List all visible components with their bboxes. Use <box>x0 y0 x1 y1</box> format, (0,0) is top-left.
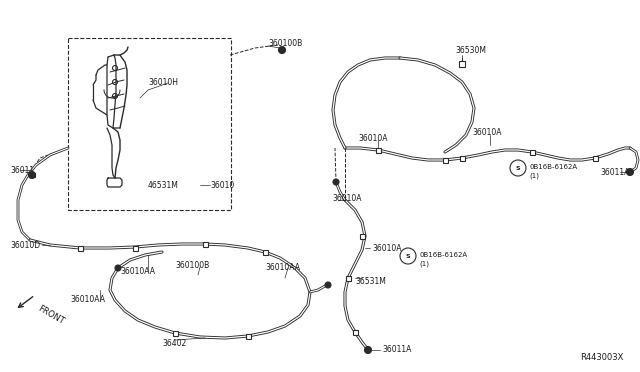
Bar <box>132 246 138 250</box>
Text: 36010A: 36010A <box>372 244 401 253</box>
Text: 46531M: 46531M <box>148 180 179 189</box>
Text: 36010A: 36010A <box>332 193 362 202</box>
Bar <box>77 246 83 250</box>
Text: S: S <box>406 253 410 259</box>
Bar <box>460 155 465 160</box>
Circle shape <box>365 346 371 353</box>
Text: 360100B: 360100B <box>268 38 302 48</box>
Text: 36010AA: 36010AA <box>265 263 300 273</box>
Text: 36010AA: 36010AA <box>70 295 105 305</box>
Text: 36011A: 36011A <box>600 167 629 176</box>
Text: 36531M: 36531M <box>355 278 386 286</box>
Circle shape <box>115 265 121 271</box>
Circle shape <box>29 171 35 179</box>
Bar <box>529 150 534 154</box>
Text: 36530M: 36530M <box>455 45 486 55</box>
Text: 36402: 36402 <box>163 339 187 347</box>
Circle shape <box>333 179 339 185</box>
Circle shape <box>627 169 634 176</box>
Bar <box>262 250 268 254</box>
Bar <box>442 157 447 163</box>
Text: (1): (1) <box>529 173 539 179</box>
Text: 360100B: 360100B <box>175 260 209 269</box>
Text: 0B16B-6162A: 0B16B-6162A <box>419 252 467 258</box>
Text: 36011A: 36011A <box>382 346 412 355</box>
Bar <box>29 173 35 177</box>
Text: 36010AA: 36010AA <box>120 267 155 276</box>
Bar <box>202 241 207 247</box>
Bar <box>353 330 358 334</box>
Bar <box>173 330 177 336</box>
Text: 36010H: 36010H <box>148 77 178 87</box>
Bar <box>346 276 351 280</box>
Text: 36010A: 36010A <box>472 128 502 137</box>
Bar <box>593 155 598 160</box>
Text: (1): (1) <box>419 261 429 267</box>
Text: 0B16B-6162A: 0B16B-6162A <box>529 164 577 170</box>
Text: 36010: 36010 <box>210 180 234 189</box>
Circle shape <box>278 46 285 54</box>
Bar <box>68 38 231 210</box>
Bar <box>246 334 250 339</box>
Text: R443003X: R443003X <box>580 353 623 362</box>
Circle shape <box>325 282 331 288</box>
Text: 36010A: 36010A <box>358 134 387 142</box>
Bar <box>459 61 465 67</box>
Text: 36011: 36011 <box>10 166 34 174</box>
Text: S: S <box>516 166 520 170</box>
Text: FRONT: FRONT <box>36 304 65 326</box>
Bar <box>376 148 381 153</box>
Text: 36010D: 36010D <box>10 241 40 250</box>
Bar <box>360 234 365 238</box>
